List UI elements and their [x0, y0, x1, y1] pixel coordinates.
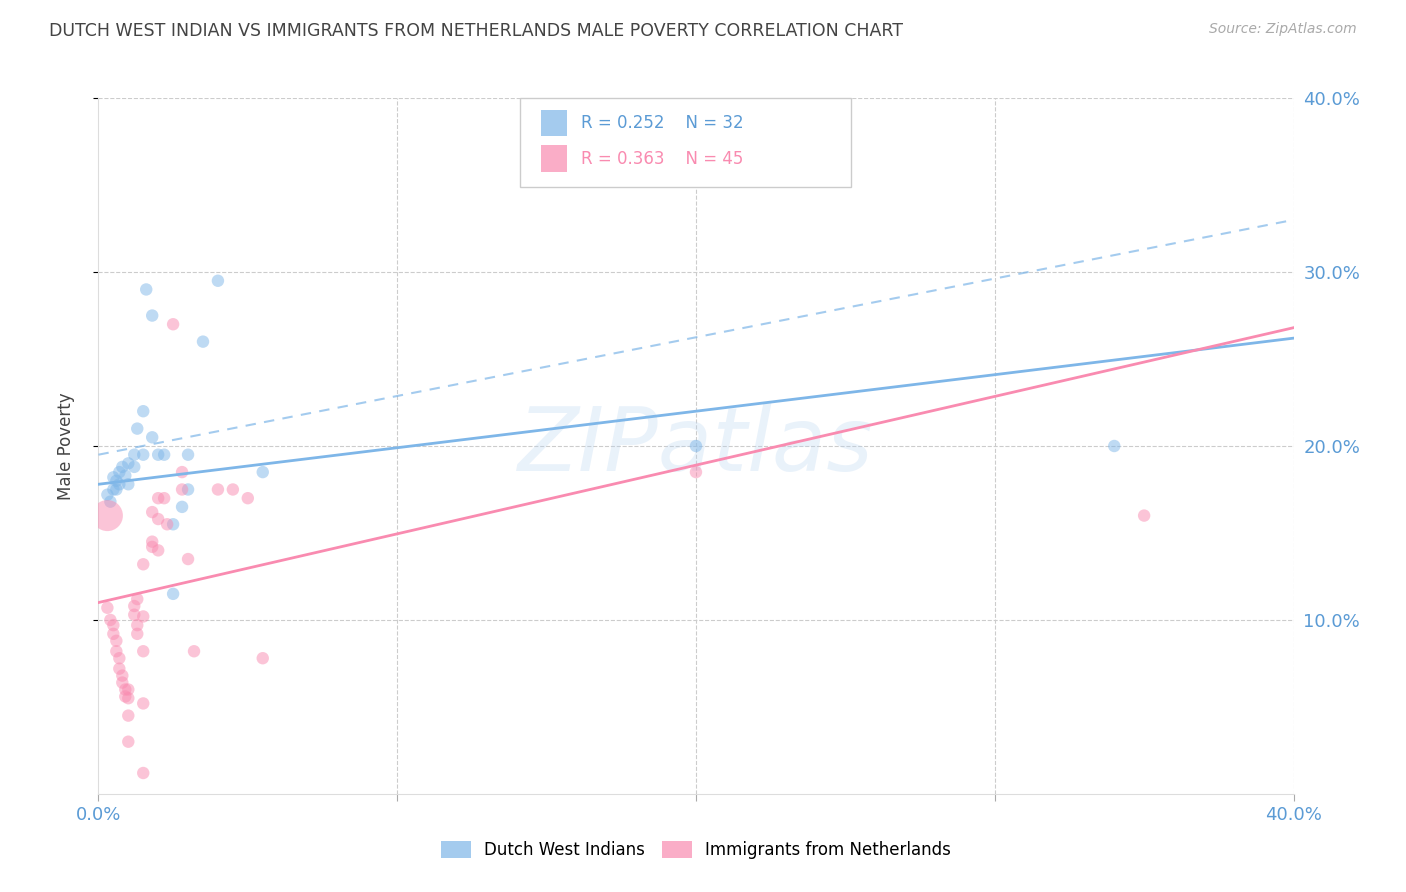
Point — [96, 488, 118, 502]
Point — [117, 735, 139, 749]
Point — [177, 552, 200, 566]
Point — [172, 465, 194, 479]
Point — [98, 494, 122, 508]
Point — [162, 517, 184, 532]
Point — [124, 459, 146, 474]
Point — [148, 512, 170, 526]
Point — [127, 618, 149, 632]
Point — [105, 633, 128, 648]
Point — [141, 430, 163, 444]
Point — [222, 483, 245, 497]
Point — [103, 618, 125, 632]
Point — [98, 613, 122, 627]
Point — [191, 334, 214, 349]
Point — [172, 483, 194, 497]
Point — [132, 609, 155, 624]
Point — [117, 691, 139, 706]
Point — [114, 682, 136, 697]
Point — [135, 283, 157, 297]
Point — [124, 599, 146, 613]
Y-axis label: Male Poverty: Male Poverty — [56, 392, 75, 500]
Point — [162, 317, 184, 331]
Point — [132, 448, 155, 462]
Point — [105, 483, 128, 497]
Point — [162, 587, 184, 601]
Point — [127, 627, 149, 641]
Point — [207, 274, 229, 288]
Point — [103, 627, 125, 641]
Point — [117, 682, 139, 697]
Point — [148, 543, 170, 558]
Text: Source: ZipAtlas.com: Source: ZipAtlas.com — [1209, 22, 1357, 37]
Point — [148, 448, 170, 462]
Point — [132, 404, 155, 418]
Point — [124, 607, 146, 622]
Point — [177, 483, 200, 497]
Point — [177, 448, 200, 462]
Point — [127, 592, 149, 607]
Point — [685, 465, 707, 479]
Point — [103, 470, 125, 484]
Point — [105, 474, 128, 488]
Point — [96, 600, 118, 615]
Point — [1133, 508, 1156, 523]
Point — [111, 675, 134, 690]
Text: DUTCH WEST INDIAN VS IMMIGRANTS FROM NETHERLANDS MALE POVERTY CORRELATION CHART: DUTCH WEST INDIAN VS IMMIGRANTS FROM NET… — [49, 22, 903, 40]
Point — [114, 468, 136, 483]
Point — [252, 465, 274, 479]
Point — [172, 500, 194, 514]
Point — [108, 662, 131, 676]
Point — [236, 491, 259, 505]
Point — [1104, 439, 1126, 453]
Point — [108, 465, 131, 479]
Point — [148, 491, 170, 505]
Point — [207, 483, 229, 497]
Point — [103, 483, 125, 497]
Point — [124, 448, 146, 462]
Point — [132, 766, 155, 780]
Point — [105, 644, 128, 658]
Point — [132, 697, 155, 711]
Point — [141, 534, 163, 549]
Point — [127, 422, 149, 436]
Point — [117, 708, 139, 723]
Point — [117, 477, 139, 491]
Point — [111, 459, 134, 474]
Point — [117, 456, 139, 471]
Point — [183, 644, 205, 658]
Point — [132, 558, 155, 572]
Point — [108, 477, 131, 491]
Point — [141, 540, 163, 554]
Point — [153, 448, 176, 462]
Text: R = 0.363    N = 45: R = 0.363 N = 45 — [581, 150, 742, 168]
Text: R = 0.252    N = 32: R = 0.252 N = 32 — [581, 114, 744, 132]
Point — [685, 439, 707, 453]
Point — [153, 491, 176, 505]
Point — [114, 690, 136, 704]
Point — [132, 644, 155, 658]
Point — [252, 651, 274, 665]
Point — [108, 651, 131, 665]
Point — [141, 505, 163, 519]
Legend: Dutch West Indians, Immigrants from Netherlands: Dutch West Indians, Immigrants from Neth… — [434, 834, 957, 865]
Point — [111, 668, 134, 682]
Point — [141, 309, 163, 323]
Point — [156, 517, 179, 532]
Point — [96, 508, 118, 523]
Text: ZIPatlas: ZIPatlas — [519, 403, 873, 489]
